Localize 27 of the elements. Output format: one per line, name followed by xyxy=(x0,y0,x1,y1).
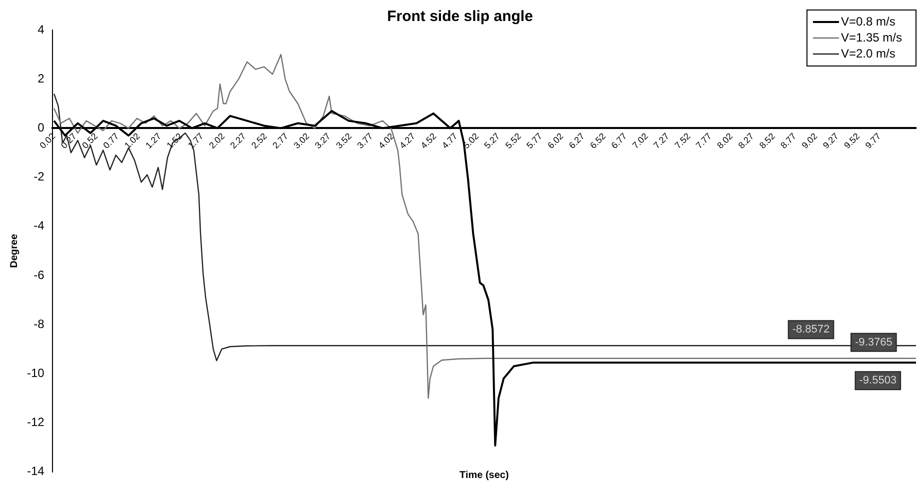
y-tick-label: -8 xyxy=(34,316,45,331)
y-tick-label: -2 xyxy=(34,170,45,184)
x-tick-label: 4.52 xyxy=(418,131,438,151)
annotation: -9.3765 xyxy=(855,336,892,348)
chart-title: Front side slip angle xyxy=(387,8,533,26)
x-axis-title: Time (sec) xyxy=(460,470,509,481)
y-tick-label: -6 xyxy=(34,268,45,282)
legend-label: V=0.8 m/s xyxy=(840,14,896,28)
y-tick-label: -4 xyxy=(34,218,45,233)
x-tick-label: 7.02 xyxy=(630,131,650,151)
x-tick-label: 4.02 xyxy=(376,131,396,151)
x-tick-label: 0.52 xyxy=(80,131,100,151)
y-axis-title: Degree xyxy=(8,234,20,268)
y-tick-label: 4 xyxy=(38,22,45,36)
y-tick-label: -10 xyxy=(27,366,45,380)
annotation: -8.8572 xyxy=(792,324,830,336)
y-tick-label: -14 xyxy=(27,464,45,478)
legend-label: V=1.35 m/s xyxy=(840,30,902,44)
y-tick-label: 0 xyxy=(38,120,45,134)
y-tick-label: 2 xyxy=(38,71,45,86)
legend-label: V=2.0 m/s xyxy=(840,46,896,60)
x-tick-label: 7.52 xyxy=(672,131,692,151)
x-tick-label: 6.52 xyxy=(588,131,608,151)
x-tick-label: 6.02 xyxy=(546,131,566,151)
y-tick-label: -12 xyxy=(27,415,45,430)
annotation: -9.5503 xyxy=(859,374,897,387)
x-tick-label: 1.02 xyxy=(122,131,142,151)
